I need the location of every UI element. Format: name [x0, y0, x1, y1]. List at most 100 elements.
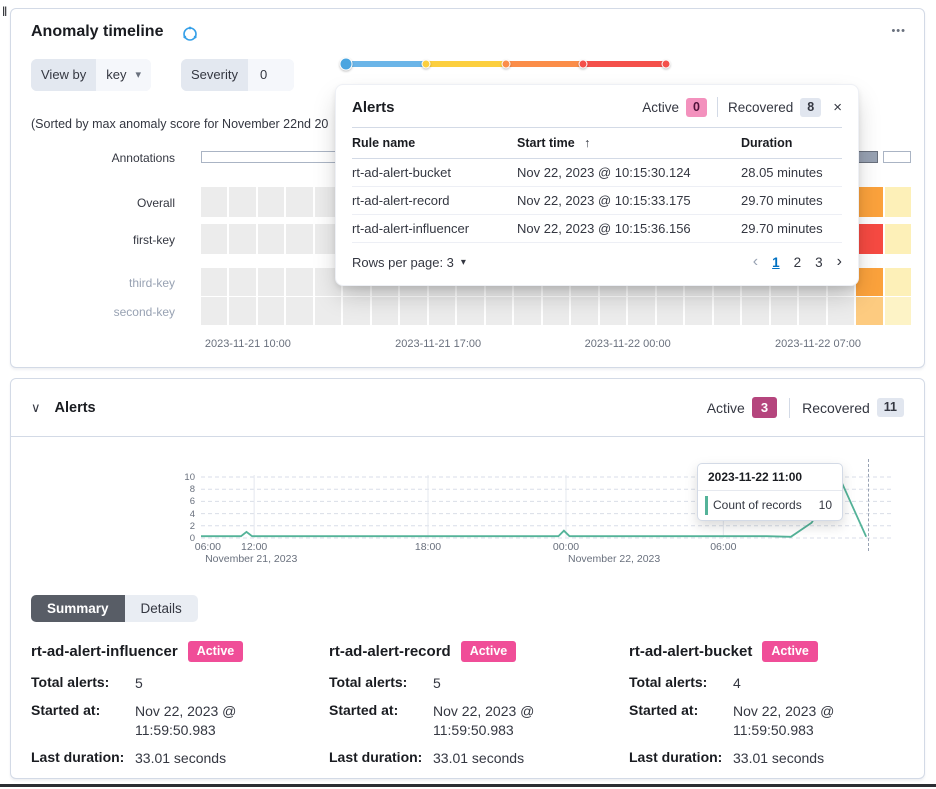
- swimlane-cell[interactable]: [286, 224, 313, 254]
- swimlane-axis-label: 2023-11-22 07:00: [774, 338, 862, 350]
- close-icon[interactable]: ×: [833, 98, 842, 116]
- swimlane-axis-label: 2023-11-21 17:00: [395, 338, 482, 350]
- pagination-page-2[interactable]: 2: [793, 254, 802, 270]
- swimlane-cell[interactable]: [856, 268, 883, 296]
- swimlane-cell[interactable]: [884, 187, 911, 217]
- start-time-cell: Nov 22, 2023 @ 10:15:30.124: [517, 158, 741, 187]
- severity-input[interactable]: 0: [247, 59, 294, 91]
- swimlane-cell[interactable]: [229, 268, 256, 296]
- swimlane-cell[interactable]: [799, 297, 826, 325]
- severity-slider-thumb[interactable]: [339, 57, 353, 71]
- page-bottom-divider: [0, 784, 936, 787]
- card-row: Total alerts: 5: [31, 674, 321, 693]
- swimlane-cell[interactable]: [257, 187, 285, 217]
- swimlane-cell[interactable]: [428, 297, 456, 325]
- pagination-page-1[interactable]: 1: [772, 254, 780, 270]
- chart-x-tick-label: 06:00: [194, 541, 222, 553]
- swimlane-cell[interactable]: [571, 297, 598, 325]
- recovered-alerts-filter[interactable]: Recovered 8: [728, 97, 822, 117]
- tab-details[interactable]: Details: [124, 595, 198, 622]
- panel-options-button[interactable]: •••: [891, 25, 906, 37]
- swimlane-cell[interactable]: [856, 187, 883, 217]
- started-at-label: Started at:: [329, 701, 399, 718]
- status-badge: Active: [762, 641, 818, 662]
- swimlane-cell[interactable]: [685, 297, 712, 325]
- swimlane-cell[interactable]: [257, 297, 285, 325]
- swimlane-cell[interactable]: [656, 297, 684, 325]
- view-by-label: View by: [31, 59, 97, 91]
- swimlane-cell[interactable]: [229, 297, 256, 325]
- swimlane-cell[interactable]: [257, 268, 285, 296]
- swimlane-cell[interactable]: [599, 297, 627, 325]
- annotation-marker[interactable]: [856, 151, 879, 163]
- pagination-next-button[interactable]: ›: [836, 253, 842, 270]
- chart-crosshair: [868, 459, 869, 551]
- pagination-prev-button[interactable]: ‹: [752, 253, 759, 270]
- active-alerts-summary[interactable]: Active 3: [707, 397, 778, 418]
- swimlane-cell[interactable]: [514, 297, 541, 325]
- swimlane-cell[interactable]: [713, 297, 741, 325]
- duration-cell: 28.05 minutes: [741, 158, 842, 187]
- severity-scale-segment: [506, 61, 583, 67]
- swimlane-cell[interactable]: [542, 297, 570, 325]
- swimlane-cell[interactable]: [884, 224, 911, 254]
- active-count-badge: 0: [686, 97, 707, 117]
- collapse-chevron-icon[interactable]: ∨: [31, 399, 41, 415]
- chart-x-tick-label: 00:00: [552, 541, 580, 553]
- chart-x-tick-label: 12:00: [240, 541, 268, 553]
- swimlane-cell[interactable]: [201, 268, 228, 296]
- chart-y-tick-label: 0: [189, 533, 195, 544]
- swimlane-cell[interactable]: [827, 297, 855, 325]
- swimlane-cell[interactable]: [485, 297, 513, 325]
- alerts-popup-title: Alerts: [352, 98, 395, 116]
- meta-divider: [789, 397, 791, 418]
- chart-x-date-label: November 22, 2023: [568, 553, 661, 565]
- table-row: rt-ad-alert-bucket Nov 22, 2023 @ 10:15:…: [352, 158, 842, 187]
- view-by-select[interactable]: key ▾: [96, 59, 152, 91]
- recovered-alerts-summary[interactable]: Recovered 11: [802, 398, 904, 417]
- swimlane-cell[interactable]: [884, 268, 911, 296]
- active-count-badge: 3: [751, 397, 778, 418]
- table-row: rt-ad-alert-record Nov 22, 2023 @ 10:15:…: [352, 186, 842, 215]
- swimlane-cell[interactable]: [229, 224, 256, 254]
- swimlane-cell[interactable]: [856, 224, 883, 254]
- swimlane-cell[interactable]: [770, 297, 798, 325]
- swimlane-cell[interactable]: [286, 268, 313, 296]
- tab-summary[interactable]: Summary: [31, 595, 125, 622]
- swimlane-cell[interactable]: [343, 297, 370, 325]
- swimlane-cell[interactable]: [856, 297, 883, 325]
- swimlane-cell[interactable]: [371, 297, 399, 325]
- card-head: rt-ad-alert-bucket Active: [629, 641, 919, 662]
- swimlane-cell[interactable]: [201, 187, 228, 217]
- swimlane-cell[interactable]: [286, 187, 313, 217]
- swimlane-cell[interactable]: [742, 297, 769, 325]
- swimlane-cell[interactable]: [286, 297, 313, 325]
- rows-per-page-button[interactable]: Rows per page: 3 ▾: [352, 255, 466, 270]
- severity-scale[interactable]: [346, 61, 666, 67]
- card-head: rt-ad-alert-influencer Active: [31, 641, 321, 662]
- swimlane-cell[interactable]: [314, 297, 342, 325]
- annotation-marker[interactable]: [882, 151, 911, 163]
- ml-anomaly-icon[interactable]: [181, 25, 199, 43]
- swimlane-cell[interactable]: [201, 297, 228, 325]
- tooltip-row: Count of records 10: [698, 491, 842, 520]
- swimlane-cell[interactable]: [400, 297, 427, 325]
- swimlane-cell[interactable]: [257, 224, 285, 254]
- swimlane-cell[interactable]: [628, 297, 655, 325]
- start-time-header[interactable]: Start time ↑: [517, 127, 741, 159]
- card-row: Last duration: 33.01 seconds: [629, 749, 919, 768]
- swimlane-cell[interactable]: [884, 297, 911, 325]
- pagination-page-3[interactable]: 3: [815, 254, 823, 270]
- severity-scale-segment: [426, 61, 506, 67]
- swimlane-cell[interactable]: [201, 224, 228, 254]
- severity-label: Severity: [181, 59, 248, 91]
- active-alerts-filter[interactable]: Active 0: [642, 97, 707, 117]
- swimlane-cell[interactable]: [457, 297, 484, 325]
- duration-cell: 29.70 minutes: [741, 186, 842, 215]
- swimlane-row-second-key: [201, 297, 911, 325]
- card-row: Total alerts: 5: [329, 674, 619, 693]
- alerts-popup-footer: Rows per page: 3 ▾ ‹ 1 2 3 ›: [336, 243, 858, 285]
- swimlane-cell[interactable]: [229, 187, 256, 217]
- table-row: rt-ad-alert-influencer Nov 22, 2023 @ 10…: [352, 214, 842, 243]
- swimlane-label-third-key: third-key: [128, 276, 175, 290]
